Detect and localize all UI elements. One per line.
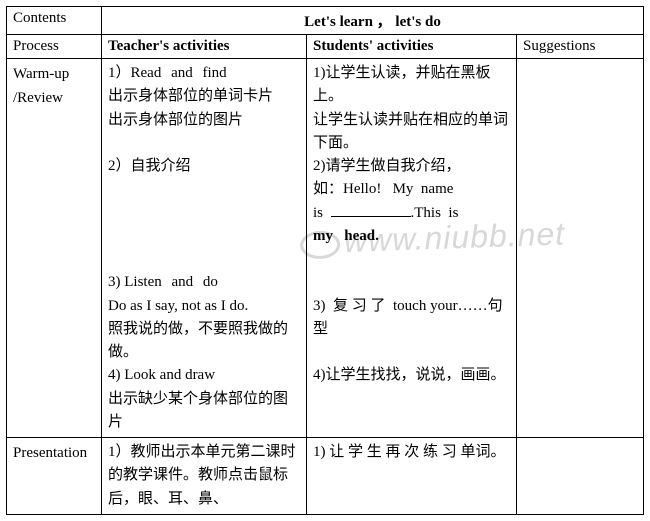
lesson-title-cell: Let's learn ， let's do: [102, 7, 644, 35]
student-cell: 1) 让 学 生 再 次 练 习 单词。: [307, 438, 517, 515]
student-cell: 1)让学生认读，并贴在黑板上。让学生认读并贴在相应的单词下面。2)请学生做自我介…: [307, 59, 517, 438]
student-header-text: Students' activities: [313, 38, 433, 54]
student-header: Students' activities: [307, 35, 517, 59]
lesson-title: Let's learn ， let's do: [304, 14, 441, 30]
suggest-cell: [517, 438, 644, 515]
table-row: Warm-up/Review 1）Read and find出示身体部位的单词卡…: [7, 59, 644, 438]
teacher-header: Teacher's activities: [102, 35, 307, 59]
teacher-cell: 1）教师出示本单元第二课时的教学课件。教师点击鼠标后，眼、耳、鼻、: [102, 438, 307, 515]
teacher-cell: 1）Read and find出示身体部位的单词卡片出示身体部位的图片2）自我介…: [102, 59, 307, 438]
header-row: Contents Let's learn ， let's do: [7, 7, 644, 35]
contents-header: Contents: [7, 7, 102, 35]
contents-label: Contents: [13, 10, 66, 26]
suggest-header: Suggestions: [517, 35, 644, 59]
teacher-header-text: Teacher's activities: [108, 38, 230, 54]
lesson-plan-table: Contents Let's learn ， let's do Process …: [6, 6, 644, 515]
table-row: Presentation 1）教师出示本单元第二课时的教学课件。教师点击鼠标后，…: [7, 438, 644, 515]
process-header: Process: [7, 35, 102, 59]
process-cell: Warm-up/Review: [7, 59, 102, 438]
subheader-row: Process Teacher's activities Students' a…: [7, 35, 644, 59]
suggest-cell: [517, 59, 644, 438]
lesson-plan-table-wrap: Contents Let's learn ， let's do Process …: [6, 6, 644, 515]
process-cell: Presentation: [7, 438, 102, 515]
